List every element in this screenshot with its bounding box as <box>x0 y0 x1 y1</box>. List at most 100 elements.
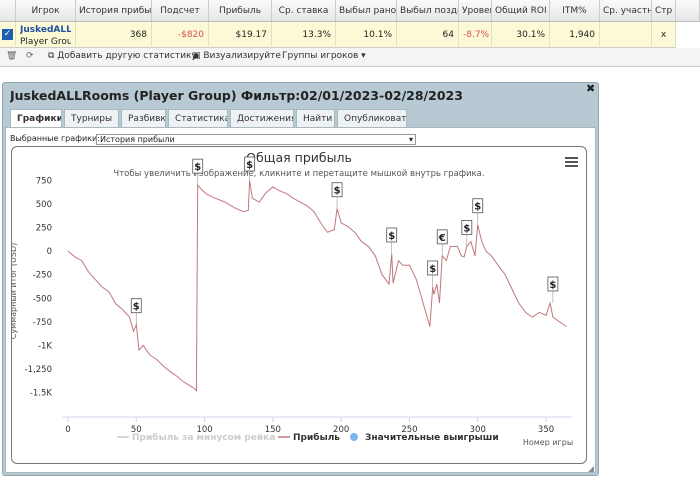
big-win-flag: $ <box>331 182 343 209</box>
header-cell: Стр <box>652 0 676 22</box>
label: Добавить другую статистику <box>57 51 197 61</box>
tab[interactable]: Разбивка <box>121 109 166 127</box>
header-cell: Прибыль <box>209 0 272 22</box>
flag-box <box>472 198 484 214</box>
y-tick-label: 750 <box>36 176 52 186</box>
flag-label: $ <box>194 162 201 173</box>
visualize-button[interactable]: ▣ Визуализируйте <box>192 51 281 61</box>
data-cell: 13.3% <box>272 22 336 48</box>
tab[interactable]: Найти <box>296 109 335 127</box>
legend-label: Прибыль за минусом рейка <box>132 432 275 443</box>
chart-selector[interactable]: История прибыли ▾ <box>96 134 416 145</box>
header-cell: Игрок <box>16 0 76 22</box>
big-win-flag: $ <box>547 276 559 303</box>
data-cell: $19.17 <box>209 22 272 48</box>
tab[interactable]: Статистика <box>168 109 228 127</box>
x-tick-label: 100 <box>196 425 212 435</box>
y-tick-label: -1.5K <box>30 389 53 399</box>
refresh-icon[interactable]: ⟳ <box>26 51 34 61</box>
flag-label: $ <box>388 231 395 242</box>
big-win-flag: $ <box>472 198 484 225</box>
header-cell: ITM% <box>550 0 600 22</box>
header-cell: Выбыл поздно <box>397 0 459 22</box>
flag-box <box>427 260 439 276</box>
data-cell: 368 <box>76 22 152 48</box>
resize-handle: ◢ <box>588 464 595 473</box>
chart: Общая прибыль Чтобы увеличить изображение… <box>12 150 578 447</box>
legend-item[interactable]: Значительные выигрыши <box>350 433 499 443</box>
data-cell[interactable]: x <box>652 22 676 48</box>
y-tick-label: -750 <box>33 318 52 328</box>
groups-button[interactable]: Группы игроков ▾ <box>282 51 366 61</box>
x-tick-label: 50 <box>131 425 142 435</box>
flag-box <box>244 156 256 172</box>
tab[interactable]: Графики <box>10 109 62 128</box>
flag-label: $ <box>334 186 341 197</box>
x-tick-label: 300 <box>470 425 486 435</box>
flag-box <box>331 182 343 198</box>
legend-item[interactable]: Прибыль за минусом рейка <box>117 432 275 443</box>
header-cell: Подсчет <box>152 0 209 22</box>
flag-label: $ <box>474 202 481 213</box>
selector-label: Выбранные графики: <box>10 134 100 143</box>
y-axis-label: Суммарный итог (USD) <box>12 243 18 340</box>
header-cell: Выбыл рано <box>336 0 397 22</box>
big-win-flag: $ <box>244 156 256 181</box>
label: Группы игроков <box>282 51 359 61</box>
flag-box <box>461 220 473 235</box>
label: Визуализируйте <box>203 51 281 61</box>
data-cell: 64 <box>397 22 459 48</box>
data-cell: -8.7% <box>459 22 492 48</box>
chart-frame <box>11 146 587 464</box>
add-stat-button[interactable]: ⧉ Добавить другую статистику <box>48 51 197 61</box>
data-cell: -$820 <box>152 22 209 48</box>
x-tick-label: 350 <box>538 425 554 435</box>
menu-bar <box>565 165 578 167</box>
tab[interactable]: Достижения <box>230 109 294 127</box>
flag-label: $ <box>463 223 470 234</box>
y-tick-label: -1,250 <box>25 365 52 375</box>
y-tick-label: 500 <box>36 200 52 210</box>
flag-label: $ <box>429 264 436 275</box>
y-tick-label: -500 <box>33 294 52 304</box>
tab[interactable]: Опубликовать <box>337 109 407 127</box>
big-win-flag: € <box>436 229 448 256</box>
tab[interactable]: Турниры <box>64 109 119 127</box>
big-win-flag: $ <box>427 260 439 287</box>
player-subtitle: Player Group <box>20 37 71 47</box>
x-tick-label: 0 <box>65 425 70 435</box>
menu-bar <box>565 161 578 163</box>
dropdown-arrow: ▾ <box>408 135 413 144</box>
flag-box <box>547 276 559 292</box>
big-win-flag: $ <box>130 298 142 325</box>
header-cell: Ср. участников <box>600 0 652 22</box>
legend-label: Значительные выигрыши <box>365 433 499 443</box>
flag-box <box>436 229 448 245</box>
data-cell: 10.1% <box>336 22 397 48</box>
header-cell: Ср. ставка <box>272 0 336 22</box>
y-tick-label: -1K <box>38 341 52 351</box>
legend-item[interactable]: Прибыль <box>278 432 340 443</box>
header-cell <box>676 0 700 22</box>
data-cell <box>600 22 652 48</box>
chart-title: Общая прибыль <box>246 150 352 165</box>
header-cell: Общий ROI <box>492 0 550 22</box>
header-cell: Уровень <box>459 0 492 22</box>
legend-label: Прибыль <box>293 432 340 443</box>
flag-label: $ <box>246 160 253 171</box>
chart-menu[interactable] <box>565 157 578 167</box>
y-tick-label: 0 <box>47 247 52 257</box>
row-checkbox[interactable]: ✓ <box>0 22 16 48</box>
legend-symbol <box>350 433 358 441</box>
data-cell: 30.1% <box>492 22 550 48</box>
selector-value: История прибыли <box>100 135 175 144</box>
dialog-title: JuskedALLRooms (Player Group) Фильтр:02/… <box>10 88 463 103</box>
player-name[interactable]: JuskedALLRooms <box>20 25 71 35</box>
delete-icon[interactable]: 🗑 <box>6 51 18 61</box>
profit-line <box>67 180 567 392</box>
y-tick-label: -250 <box>33 271 52 281</box>
x-tick-label: 200 <box>333 425 349 435</box>
big-win-flag: $ <box>386 227 398 254</box>
flag-label: $ <box>133 302 140 313</box>
close-button[interactable]: ✖ <box>586 82 596 95</box>
